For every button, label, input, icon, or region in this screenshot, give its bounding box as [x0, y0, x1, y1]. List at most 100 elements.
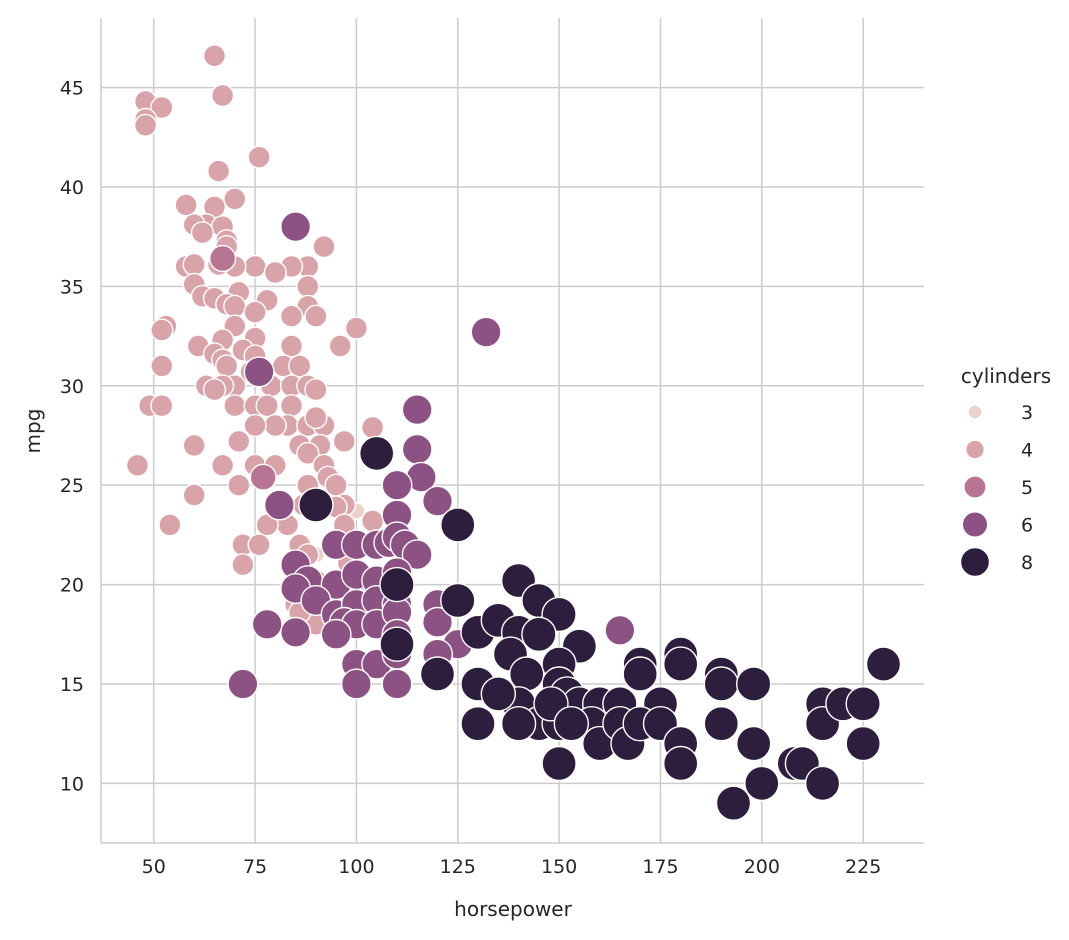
x-tick-label: 225 — [845, 856, 881, 878]
legend-label-5: 5 — [1021, 477, 1033, 499]
data-point-cyl-8 — [715, 785, 752, 821]
data-point-cyl-4 — [231, 553, 255, 577]
data-point-cyl-4 — [243, 254, 267, 279]
legend-title: cylinders — [961, 364, 1051, 388]
data-point-cyl-8 — [663, 745, 699, 782]
data-point-cyl-4 — [263, 260, 287, 285]
data-point-cyl-8 — [440, 507, 476, 543]
data-point-cyl-4 — [279, 304, 304, 328]
data-point-cyl-4 — [263, 413, 287, 438]
data-point-cyl-4 — [243, 300, 267, 324]
data-point-cyl-6 — [280, 211, 312, 243]
data-point-cyl-8 — [379, 566, 415, 603]
data-point-cyl-4 — [344, 316, 368, 340]
data-point-cyl-6 — [422, 606, 454, 638]
data-point-cyl-4 — [158, 513, 182, 537]
data-point-cyl-4 — [202, 378, 227, 402]
legend-label-6: 6 — [1021, 515, 1033, 537]
data-point-cyl-4 — [288, 354, 312, 378]
data-point-cyl-4 — [150, 354, 174, 378]
data-point-cyl-8 — [744, 765, 780, 802]
data-point-cyl-4 — [223, 187, 247, 211]
data-point-cyl-5 — [249, 463, 277, 491]
data-point-cyl-6 — [227, 668, 259, 700]
data-point-cyl-8 — [736, 666, 772, 702]
data-point-cyl-6 — [263, 489, 295, 521]
x-axis-label: horsepower — [454, 897, 572, 921]
data-point-cyl-4 — [255, 394, 279, 418]
data-point-cyl-8 — [521, 616, 557, 652]
data-point-cyl-6 — [422, 485, 454, 517]
data-point-cyl-8 — [736, 725, 772, 762]
data-point-cyl-6 — [381, 469, 413, 501]
data-point-cyl-8 — [440, 582, 476, 619]
x-tick-label: 150 — [541, 856, 577, 878]
data-point-cyl-8 — [298, 487, 334, 523]
data-point-cyl-4 — [247, 145, 271, 169]
legend-marker-6 — [961, 511, 989, 538]
data-point-cyl-8 — [553, 706, 589, 742]
data-point-cyl-8 — [379, 626, 415, 662]
data-point-cyl-4 — [304, 378, 328, 402]
data-point-cyl-6 — [280, 616, 312, 648]
data-point-cyl-6 — [401, 394, 433, 426]
data-point-cyl-4 — [361, 415, 385, 440]
legend-label-8: 8 — [1021, 552, 1033, 574]
data-point-cyl-4 — [174, 193, 198, 217]
data-point-cyl-4 — [134, 113, 158, 137]
data-point-cyl-8 — [865, 646, 902, 682]
data-point-cyl-6 — [340, 668, 372, 700]
y-tick-label: 15 — [60, 674, 84, 696]
data-point-cyl-8 — [845, 725, 881, 762]
data-point-cyl-4 — [150, 394, 174, 418]
data-point-cyl-4 — [243, 413, 267, 438]
x-tick-label: 75 — [243, 856, 267, 878]
data-point-cyl-8 — [541, 745, 577, 782]
x-tick-label: 100 — [338, 856, 374, 878]
y-tick-label: 25 — [60, 475, 84, 497]
data-point-cyl-4 — [296, 274, 320, 298]
data-point-cyl-4 — [304, 406, 328, 430]
data-point-cyl-4 — [279, 334, 304, 358]
data-point-cyl-8 — [622, 656, 658, 692]
legend-marker-3 — [967, 404, 983, 420]
data-point-cyl-6 — [320, 618, 352, 650]
data-point-cyl-8 — [460, 706, 496, 742]
data-point-cyl-4 — [227, 473, 251, 497]
data-point-cyl-4 — [182, 483, 206, 507]
data-point-cyl-4 — [361, 509, 385, 533]
data-point-cyl-6 — [381, 668, 413, 700]
data-point-cyl-4 — [332, 429, 356, 453]
data-point-cyl-4 — [150, 318, 174, 342]
data-point-cyl-4 — [227, 429, 251, 453]
data-point-cyl-4 — [202, 44, 227, 68]
data-point-cyl-4 — [182, 252, 206, 277]
data-point-cyl-8 — [804, 765, 841, 802]
legend-marker-5 — [963, 475, 987, 499]
data-point-cyl-6 — [401, 433, 433, 465]
data-point-cyl-4 — [215, 354, 239, 378]
data-points — [125, 44, 902, 821]
data-point-cyl-6 — [470, 316, 502, 348]
data-point-cyl-6 — [604, 614, 636, 646]
data-point-cyl-8 — [703, 666, 739, 702]
data-point-cyl-6 — [251, 608, 283, 640]
tick-labels: 50 75 100 125 150 175 200 225 10 15 20 25 30 35 40 45 — [60, 78, 882, 878]
legend-marker-4 — [965, 439, 985, 460]
legend-label-4: 4 — [1021, 440, 1033, 462]
data-point-cyl-4 — [223, 394, 247, 418]
data-point-cyl-4 — [211, 453, 235, 477]
data-point-cyl-6 — [401, 539, 433, 571]
data-point-cyl-4 — [279, 394, 304, 418]
data-point-cyl-4 — [304, 304, 328, 328]
y-tick-label: 20 — [60, 575, 84, 597]
data-point-cyl-8 — [480, 676, 516, 712]
data-point-cyl-4 — [150, 95, 174, 120]
data-point-cyl-6 — [243, 356, 275, 388]
x-tick-label: 175 — [642, 856, 678, 878]
data-point-cyl-4 — [247, 533, 271, 557]
data-point-cyl-8 — [509, 656, 545, 692]
data-point-cyl-8 — [359, 435, 395, 472]
y-tick-label: 35 — [60, 276, 84, 298]
data-point-cyl-4 — [182, 433, 206, 457]
